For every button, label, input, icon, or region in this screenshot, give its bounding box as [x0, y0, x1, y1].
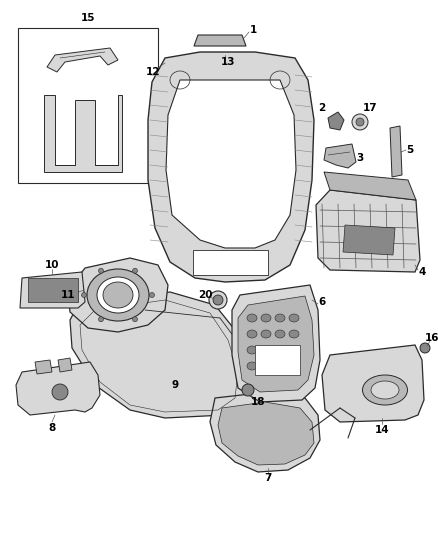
Circle shape: [209, 291, 227, 309]
Circle shape: [133, 317, 138, 322]
Circle shape: [356, 118, 364, 126]
Polygon shape: [70, 292, 248, 418]
Polygon shape: [218, 402, 314, 465]
Text: 12: 12: [146, 67, 160, 77]
Text: 6: 6: [318, 297, 325, 307]
Ellipse shape: [247, 362, 257, 370]
Ellipse shape: [247, 314, 257, 322]
Ellipse shape: [261, 314, 271, 322]
Circle shape: [213, 295, 223, 305]
Ellipse shape: [289, 362, 299, 370]
Circle shape: [420, 343, 430, 353]
Polygon shape: [232, 285, 320, 402]
Polygon shape: [194, 35, 246, 46]
Polygon shape: [324, 144, 356, 168]
Ellipse shape: [275, 346, 285, 354]
Ellipse shape: [275, 362, 285, 370]
Ellipse shape: [103, 282, 133, 308]
Bar: [255, 345, 300, 375]
Text: 5: 5: [406, 145, 413, 155]
Polygon shape: [390, 126, 402, 177]
Text: 20: 20: [198, 290, 212, 300]
Polygon shape: [58, 358, 72, 372]
Bar: [193, 250, 268, 275]
Circle shape: [99, 317, 103, 322]
Circle shape: [133, 268, 138, 273]
Polygon shape: [47, 48, 118, 72]
Bar: [18, 28, 158, 183]
Polygon shape: [324, 172, 416, 200]
Bar: [28, 278, 78, 302]
Ellipse shape: [289, 330, 299, 338]
Text: 11: 11: [61, 290, 75, 300]
Text: 18: 18: [251, 397, 265, 407]
Text: 3: 3: [357, 153, 364, 163]
Text: 10: 10: [45, 260, 59, 270]
Polygon shape: [20, 272, 85, 308]
Ellipse shape: [97, 277, 139, 313]
Text: 14: 14: [374, 425, 389, 435]
Polygon shape: [44, 95, 122, 172]
Circle shape: [99, 268, 103, 273]
Ellipse shape: [371, 381, 399, 399]
Polygon shape: [328, 112, 344, 130]
Text: 15: 15: [81, 13, 95, 23]
Polygon shape: [166, 80, 296, 248]
Polygon shape: [68, 258, 168, 332]
Circle shape: [352, 114, 368, 130]
Ellipse shape: [261, 330, 271, 338]
Polygon shape: [16, 362, 100, 415]
Text: 2: 2: [318, 103, 325, 113]
Text: 7: 7: [264, 473, 272, 483]
Polygon shape: [35, 360, 52, 374]
Text: 1: 1: [249, 25, 257, 35]
Ellipse shape: [247, 346, 257, 354]
Text: 13: 13: [221, 57, 235, 67]
Circle shape: [149, 293, 155, 297]
Polygon shape: [210, 392, 320, 472]
Ellipse shape: [289, 314, 299, 322]
Text: 17: 17: [363, 103, 377, 113]
Text: 8: 8: [48, 423, 56, 433]
Ellipse shape: [87, 269, 149, 321]
Polygon shape: [316, 190, 420, 272]
Ellipse shape: [261, 362, 271, 370]
Ellipse shape: [289, 346, 299, 354]
Ellipse shape: [275, 330, 285, 338]
Circle shape: [52, 384, 68, 400]
Polygon shape: [343, 225, 395, 255]
Ellipse shape: [275, 314, 285, 322]
Ellipse shape: [247, 330, 257, 338]
Polygon shape: [238, 296, 314, 392]
Polygon shape: [148, 52, 314, 282]
Circle shape: [242, 384, 254, 396]
Ellipse shape: [261, 346, 271, 354]
Circle shape: [81, 293, 86, 297]
Text: 16: 16: [425, 333, 438, 343]
Polygon shape: [322, 345, 424, 422]
Text: 4: 4: [418, 267, 426, 277]
Ellipse shape: [363, 375, 407, 405]
Text: 9: 9: [171, 380, 179, 390]
